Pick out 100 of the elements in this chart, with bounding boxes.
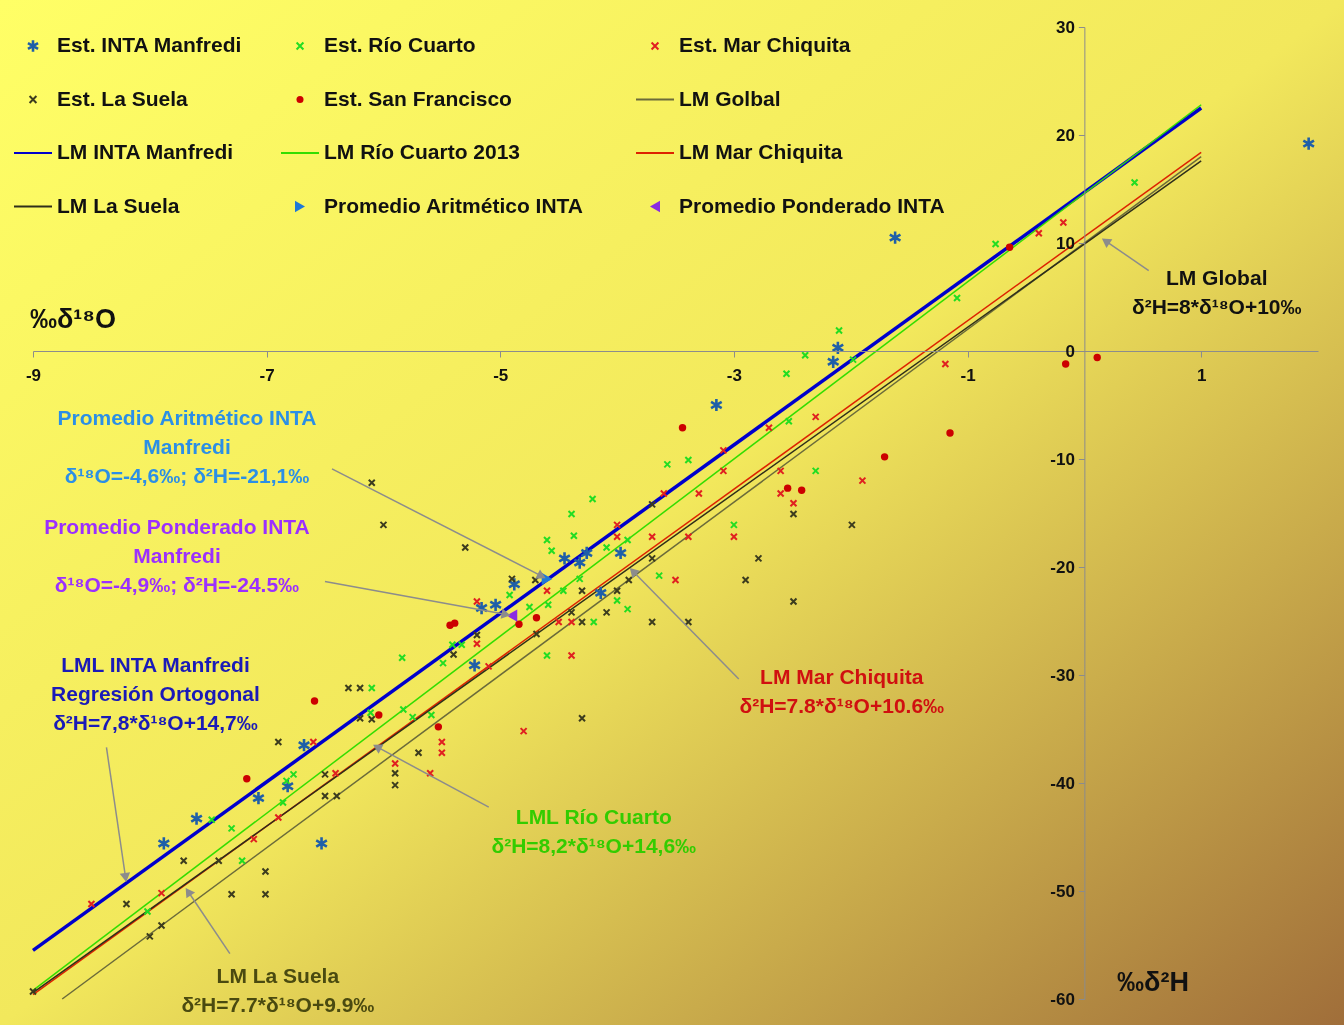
point <box>261 867 270 876</box>
x-tick-label: 1 <box>1196 365 1207 385</box>
y-tick-label: -30 <box>1050 665 1075 685</box>
point <box>784 417 793 426</box>
point <box>439 659 448 668</box>
x-tick-label: -5 <box>493 365 509 385</box>
legend-label: Promedio Aritmético INTA <box>324 193 584 217</box>
point <box>578 586 587 595</box>
point <box>249 835 258 844</box>
point <box>434 723 443 731</box>
point <box>754 554 763 563</box>
point <box>451 619 459 627</box>
point <box>289 770 298 779</box>
point <box>797 486 806 495</box>
y-tick-label: 0 <box>1065 341 1075 361</box>
point <box>623 536 632 544</box>
point <box>332 791 341 800</box>
point <box>314 836 329 851</box>
point <box>659 489 668 498</box>
x-tick-label: -7 <box>259 365 275 385</box>
annotation: Promedio Aritmético INTA Manfredi δ¹⁸O=-4,6‰; δ²H=-21,1‰ <box>57 405 317 487</box>
point <box>613 532 622 541</box>
point <box>427 710 436 719</box>
point <box>567 608 576 617</box>
annotation: LML Río Cuarto δ²H=8,2*δ¹⁸O+14,6‰ <box>491 804 697 857</box>
point <box>783 484 792 492</box>
point <box>367 683 376 692</box>
point <box>157 836 171 851</box>
point <box>554 618 563 627</box>
point <box>648 532 657 541</box>
point <box>281 778 295 794</box>
point <box>274 737 283 746</box>
point <box>515 620 523 628</box>
point <box>624 575 633 584</box>
point <box>557 550 572 566</box>
point <box>544 600 553 609</box>
x-tick-label: -3 <box>726 365 742 385</box>
point <box>157 921 166 930</box>
point <box>484 662 493 671</box>
legend-label: Promedio Ponderado INTA <box>679 193 945 217</box>
point <box>227 824 236 833</box>
point <box>578 618 587 627</box>
y-tick-label: -40 <box>1050 773 1075 793</box>
point <box>578 714 587 723</box>
point <box>243 774 251 783</box>
point <box>567 651 576 660</box>
point <box>261 890 270 899</box>
annotation: Promedio Ponderado INTA Manfredi δ¹⁸O=-4,9‰; δ²H=-24.5‰ <box>44 514 310 596</box>
point <box>789 499 798 508</box>
legend-label: Est. San Francisco <box>324 86 512 110</box>
point <box>1302 136 1316 152</box>
y-tick-label: 20 <box>1055 125 1075 145</box>
point <box>684 532 693 541</box>
y-tick-label: -60 <box>1050 989 1075 1009</box>
y-axis-title: ‰δ²H <box>1117 967 1189 997</box>
x-tick-label: -1 <box>960 365 976 385</box>
point <box>543 536 551 544</box>
legend-label: LM INTA Manfredi <box>57 140 234 163</box>
point <box>580 545 594 561</box>
point <box>399 705 408 714</box>
point <box>826 354 840 370</box>
point <box>461 543 470 552</box>
point <box>391 781 400 790</box>
point <box>437 737 446 746</box>
point <box>648 618 657 627</box>
y-tick-label: 10 <box>1055 233 1075 253</box>
point <box>189 811 204 827</box>
point <box>613 545 628 561</box>
point <box>946 429 954 437</box>
point <box>391 769 400 778</box>
point <box>594 585 608 601</box>
annotation: LML INTA Manfredi Regresión Ortogonal δ²H=7,8*δ¹⁸O+14,7‰ <box>51 653 260 735</box>
point <box>507 574 516 583</box>
point <box>559 586 568 595</box>
point <box>573 555 587 571</box>
annotation: LM La Suela δ²H=7.7*δ¹⁸O+9.9‰ <box>181 964 375 1017</box>
point <box>1061 360 1070 368</box>
point <box>719 446 728 455</box>
point <box>764 423 773 432</box>
point <box>776 489 785 498</box>
point <box>297 737 311 753</box>
point <box>356 714 365 723</box>
legend-label: Est. Río Cuarto <box>324 33 476 56</box>
point <box>1005 243 1014 252</box>
point <box>847 520 856 529</box>
point <box>366 708 375 717</box>
point <box>437 748 446 757</box>
point <box>729 532 738 541</box>
legend-label: Est. INTA Manfredi <box>57 33 242 56</box>
point <box>282 776 291 785</box>
point <box>467 657 482 673</box>
legend-label: LM Golbal <box>679 86 781 110</box>
point <box>227 890 236 899</box>
point <box>449 650 458 659</box>
point <box>251 790 266 806</box>
point <box>414 748 423 757</box>
legend-label: LM Mar Chiquita <box>679 140 843 163</box>
point <box>782 369 791 378</box>
point <box>321 770 330 779</box>
point <box>532 614 541 622</box>
